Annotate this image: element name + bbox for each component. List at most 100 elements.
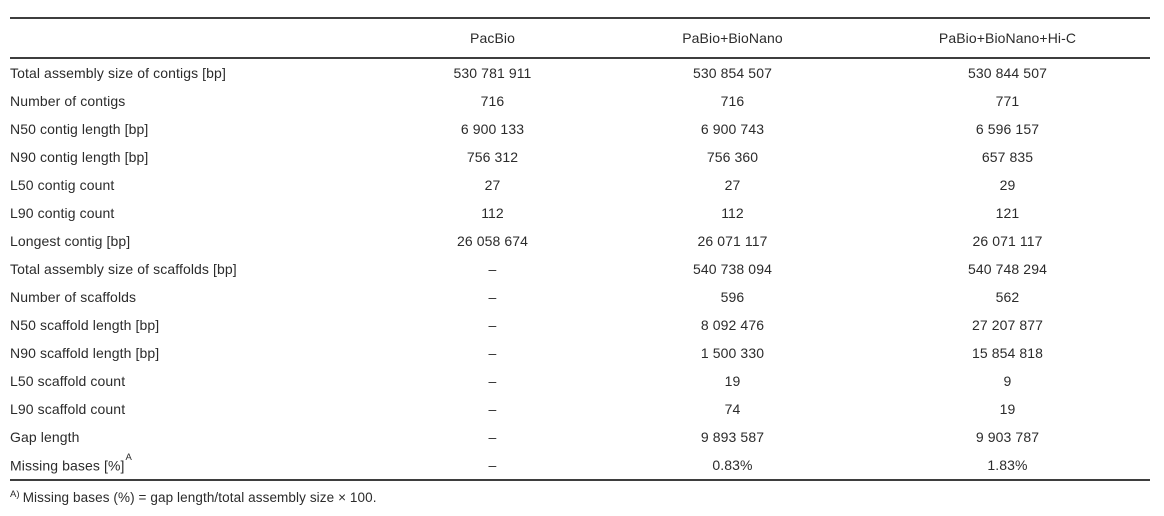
- cell-pabio-bionano: 6 900 743: [700, 121, 765, 137]
- row-label: Gap length: [10, 423, 385, 451]
- row-label-text: L50 contig count: [10, 177, 115, 193]
- row-label-text: N90 scaffold length [bp]: [10, 345, 160, 361]
- cell-pacbio: 530 781 911: [453, 65, 532, 81]
- table-row: Total assembly size of contigs [bp] 530 …: [10, 58, 1150, 87]
- cell-pabio-bionano-hic: 9 903 787: [975, 429, 1040, 445]
- header-cell-pacbio: PacBio: [385, 18, 600, 59]
- table-row: N90 contig length [bp] 756 312 756 360 6…: [10, 143, 1150, 171]
- cell-pacbio: 112: [481, 205, 504, 221]
- cell-pabio-bionano: 1 500 330: [700, 345, 765, 361]
- cell-pabio-bionano-hic: 19: [999, 401, 1016, 417]
- cell-pabio-bionano-hic: 530 844 507: [968, 65, 1047, 81]
- row-label: N90 contig length [bp]: [10, 143, 385, 171]
- row-label: N50 scaffold length [bp]: [10, 311, 385, 339]
- row-label: L90 scaffold count: [10, 395, 385, 423]
- row-label-text: Gap length: [10, 429, 80, 445]
- row-label: Missing bases [%]A: [10, 451, 385, 480]
- assembly-table-container: PacBio PaBio+BioNano PaBio+BioNano+Hi-C …: [10, 17, 1150, 505]
- cell-pabio-bionano: 596: [720, 289, 745, 305]
- cell-pacbio: –: [488, 317, 497, 333]
- header-cell-pabio-bionano-hic: PaBio+BioNano+Hi-C: [865, 18, 1150, 59]
- table-row: N50 scaffold length [bp] – 8 092 476 27 …: [10, 311, 1150, 339]
- table-row: Number of scaffolds – 596 562: [10, 283, 1150, 311]
- row-label: Number of scaffolds: [10, 283, 385, 311]
- table-row: Total assembly size of scaffolds [bp] – …: [10, 255, 1150, 283]
- cell-pabio-bionano-hic: 26 071 117: [972, 233, 1043, 249]
- cell-pabio-bionano-hic: 1.83%: [987, 457, 1028, 473]
- cell-pabio-bionano-hic: 6 596 157: [975, 121, 1040, 137]
- cell-pabio-bionano: 74: [724, 401, 741, 417]
- table-row: L50 contig count 27 27 29: [10, 171, 1150, 199]
- cell-pacbio: 756 312: [466, 149, 519, 165]
- cell-pabio-bionano: 756 360: [706, 149, 759, 165]
- cell-pacbio: –: [488, 261, 497, 277]
- cell-pabio-bionano: 9 893 587: [700, 429, 765, 445]
- cell-pacbio: –: [488, 401, 497, 417]
- cell-pabio-bionano: 530 854 507: [693, 65, 772, 81]
- cell-pacbio: 27: [484, 177, 501, 193]
- row-label-text: L90 scaffold count: [10, 401, 126, 417]
- cell-pabio-bionano-hic: 771: [995, 93, 1020, 109]
- row-label-text: Number of contigs: [10, 93, 126, 109]
- cell-pabio-bionano-hic: 9: [1003, 373, 1012, 389]
- cell-pacbio: 26 058 674: [456, 233, 529, 249]
- cell-pabio-bionano: 540 738 094: [693, 261, 772, 277]
- row-label-text: N50 contig length [bp]: [10, 121, 149, 137]
- cell-pacbio: 6 900 133: [460, 121, 525, 137]
- table-row: Longest contig [bp] 26 058 674 26 071 11…: [10, 227, 1150, 255]
- row-label-text: Total assembly size of scaffolds [bp]: [10, 261, 237, 277]
- row-label: N50 contig length [bp]: [10, 115, 385, 143]
- cell-pabio-bionano-hic: 27 207 877: [971, 317, 1044, 333]
- row-label-text: N90 contig length [bp]: [10, 149, 149, 165]
- table-footnote: A) Missing bases (%) = gap length/total a…: [10, 489, 1150, 505]
- cell-pabio-bionano: 26 071 117: [697, 233, 768, 249]
- cell-pacbio: –: [488, 429, 497, 445]
- cell-pabio-bionano: 8 092 476: [700, 317, 765, 333]
- cell-pabio-bionano: 112: [721, 205, 744, 221]
- row-label: Number of contigs: [10, 87, 385, 115]
- row-label-text: Number of scaffolds: [10, 289, 137, 305]
- footnote-text: Missing bases (%) = gap length/total ass…: [22, 490, 377, 505]
- table-row: L90 contig count 112 112 121: [10, 199, 1150, 227]
- row-label: L50 contig count: [10, 171, 385, 199]
- cell-pacbio: –: [488, 345, 497, 361]
- row-label: Total assembly size of scaffolds [bp]: [10, 255, 385, 283]
- cell-pabio-bionano-hic: 562: [995, 289, 1020, 305]
- header-row: PacBio PaBio+BioNano PaBio+BioNano+Hi-C: [10, 18, 1150, 59]
- table-row: Missing bases [%]A – 0.83% 1.83%: [10, 451, 1150, 480]
- cell-pabio-bionano-hic: 15 854 818: [971, 345, 1044, 361]
- header-cell-pabio-bionano: PaBio+BioNano: [600, 18, 865, 59]
- row-label: Longest contig [bp]: [10, 227, 385, 255]
- row-label-text: N50 scaffold length [bp]: [10, 317, 160, 333]
- row-label: N90 scaffold length [bp]: [10, 339, 385, 367]
- row-label-text: L90 contig count: [10, 205, 115, 221]
- footnote-marker: A): [10, 489, 20, 500]
- row-label: L90 contig count: [10, 199, 385, 227]
- cell-pabio-bionano-hic: 540 748 294: [968, 261, 1047, 277]
- row-label-text: Longest contig [bp]: [10, 233, 131, 249]
- assembly-stats-table: PacBio PaBio+BioNano PaBio+BioNano+Hi-C …: [10, 17, 1150, 481]
- cell-pabio-bionano-hic: 29: [999, 177, 1016, 193]
- row-label-superscript: A: [125, 451, 132, 463]
- cell-pabio-bionano-hic: 657 835: [981, 149, 1034, 165]
- row-label: L50 scaffold count: [10, 367, 385, 395]
- cell-pabio-bionano: 0.83%: [712, 457, 753, 473]
- table-row: Gap length – 9 893 587 9 903 787: [10, 423, 1150, 451]
- cell-pabio-bionano: 716: [720, 93, 745, 109]
- table-row: N50 contig length [bp] 6 900 133 6 900 7…: [10, 115, 1150, 143]
- table-row: L90 scaffold count – 74 19: [10, 395, 1150, 423]
- cell-pacbio: 716: [480, 93, 505, 109]
- cell-pacbio: –: [488, 373, 497, 389]
- cell-pabio-bionano-hic: 121: [995, 205, 1020, 221]
- cell-pacbio: –: [488, 457, 497, 473]
- row-label: Total assembly size of contigs [bp]: [10, 58, 385, 87]
- table-row: L50 scaffold count – 19 9: [10, 367, 1150, 395]
- cell-pacbio: –: [488, 289, 497, 305]
- cell-pabio-bionano: 19: [724, 373, 741, 389]
- table-row: N90 scaffold length [bp] – 1 500 330 15 …: [10, 339, 1150, 367]
- table-row: Number of contigs 716 716 771: [10, 87, 1150, 115]
- table-body: Total assembly size of contigs [bp] 530 …: [10, 58, 1150, 480]
- row-label-text: L50 scaffold count: [10, 373, 126, 389]
- header-cell-empty: [10, 18, 385, 59]
- row-label-text: Missing bases [%]: [10, 457, 125, 474]
